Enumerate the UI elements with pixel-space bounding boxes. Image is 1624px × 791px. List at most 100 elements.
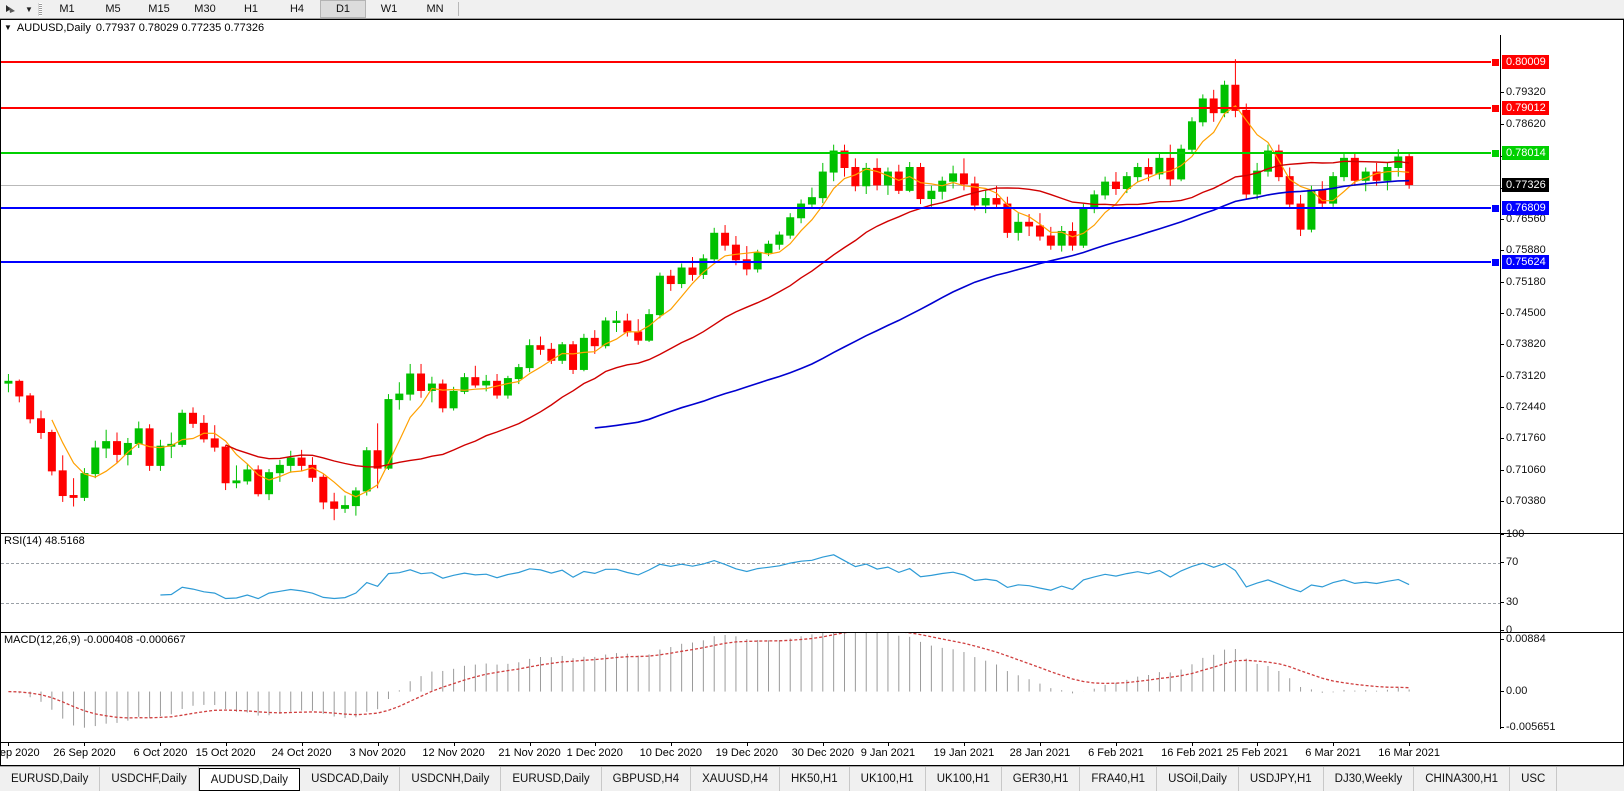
chart-tab-audusd-daily[interactable]: AUDUSD,Daily (198, 768, 301, 791)
chart-tab-usoil-daily[interactable]: USOil,Daily (1157, 767, 1239, 791)
rsi-plot-area[interactable] (1, 534, 1501, 632)
toolbar-dropdown-icon[interactable]: ▼ (25, 4, 33, 14)
rsi-pane[interactable]: RSI(14) 48.5168 100 70 30 0 (1, 528, 1623, 636)
rsi-axis[interactable]: 100 70 30 0 (1500, 528, 1623, 636)
chart-tab-hk50-h1[interactable]: HK50,H1 (780, 767, 850, 791)
chart-tab-xauusd-h4[interactable]: XAUUSD,H4 (691, 767, 780, 791)
timeframe-m15[interactable]: M15 (148, 3, 170, 15)
time-axis-tick (1257, 743, 1259, 746)
price-pane[interactable]: 0.793200.786200.779400.772400.765600.758… (1, 35, 1623, 533)
time-axis[interactable]: 17 Sep 2020 26 Sep 2020 6 Oct 2020 15 Oct 2… (1, 742, 1623, 765)
time-axis-tick (1409, 743, 1411, 746)
time-axis-tick (160, 743, 162, 746)
time-axis-label: 16 Feb 2021 (1161, 747, 1223, 759)
time-axis-tick (301, 743, 303, 746)
last-price-tag[interactable]: 0.77326 (1502, 177, 1549, 192)
rsi-guide-line (1, 563, 1501, 565)
level-line-0.75624[interactable] (1, 261, 1500, 264)
timeframe-m5[interactable]: M5 (105, 3, 121, 15)
chart-tab-china300-h1[interactable]: CHINA300,H1 (1414, 767, 1511, 791)
time-axis-tick (453, 743, 455, 746)
chart-tab-fra40-h1[interactable]: FRA40,H1 (1080, 767, 1158, 791)
time-axis-tick (1191, 743, 1193, 746)
time-axis-tick (377, 743, 379, 746)
level-handle-0.78014[interactable] (1491, 149, 1500, 159)
price-axis[interactable]: 0.793200.786200.779400.772400.765600.758… (1500, 35, 1623, 533)
level-price-tag[interactable]: 0.80009 (1502, 55, 1549, 69)
chart-tab-dj30-weekly[interactable]: DJ30,Weekly (1324, 767, 1415, 791)
time-axis-label: 9 Jan 2021 (860, 747, 916, 759)
chart-tab-eurusd-daily[interactable]: EURUSD,Daily (0, 767, 101, 791)
time-axis-label: 6 Oct 2020 (133, 747, 188, 759)
timeframe-period-group: M1 M5 M15 M30 H1 H4 D1 W1 MN (44, 0, 458, 18)
timeframe-m1[interactable]: M1 (59, 3, 75, 15)
level-handle-0.75624[interactable] (1491, 258, 1500, 268)
toolbar-grip-icon[interactable] (36, 0, 44, 18)
timeframe-m30[interactable]: M30 (194, 3, 216, 15)
caret-down-icon[interactable]: ▼ (4, 23, 12, 32)
time-axis-tick (529, 743, 531, 746)
time-axis-label: 17 Sep 2020 (0, 747, 40, 759)
time-axis-label: 21 Nov 2020 (498, 747, 561, 759)
rsi-line-series (160, 554, 1410, 600)
level-price-tag[interactable]: 0.75624 (1502, 255, 1549, 270)
level-price-tag[interactable]: 0.79012 (1502, 100, 1549, 115)
timeframe-w1[interactable]: W1 (380, 3, 398, 15)
macd-plot-area[interactable] (1, 633, 1501, 729)
chart-tab-ger30-h1[interactable]: GER30,H1 (1002, 767, 1081, 791)
chart-tab-usc[interactable]: USC (1510, 767, 1558, 791)
time-axis-tick (1333, 743, 1335, 746)
rsi-guide-line (1, 602, 1501, 605)
timeframe-h4[interactable]: H4 (289, 3, 305, 15)
chart-symbol-label: AUDUSD,Daily (16, 21, 91, 34)
time-axis-tick (594, 743, 596, 746)
chart-tab-bar: EURUSD,Daily USDCHF,Daily AUDUSD,Daily USDC… (0, 766, 1624, 791)
chart-tab-usdchf-daily[interactable]: USDCHF,Daily (100, 767, 199, 791)
rsi-indicator-label: RSI(14) 48.5168 (4, 535, 85, 547)
time-axis-tick (225, 743, 227, 746)
macd-axis[interactable]: 0.00884 0.00 -0.005651 (1500, 633, 1623, 733)
price-plot-area[interactable] (1, 35, 1501, 533)
chart-tab-usdcnh-daily[interactable]: USDCNH,Daily (400, 767, 502, 791)
chart-tab-uk100-h1[interactable]: UK100,H1 (926, 767, 1002, 791)
level-handle-0.79012[interactable] (1491, 103, 1500, 113)
level-line-0.76809[interactable] (1, 207, 1500, 210)
chart-tab-usdjpy-h1[interactable]: USDJPY,H1 (1239, 767, 1324, 791)
time-axis-label: 12 Nov 2020 (422, 747, 485, 759)
level-line-0.80009[interactable] (1, 61, 1500, 63)
chart-window: ▼ AUDUSD,Daily 0.77937 0.78029 0.77235 0… (0, 19, 1624, 766)
level-price-tag[interactable]: 0.76809 (1502, 201, 1549, 216)
time-axis-label: 24 Oct 2020 (271, 747, 332, 759)
timeframe-mn[interactable]: MN (426, 3, 444, 15)
time-axis-tick (1115, 743, 1117, 746)
level-line-0.78014[interactable] (1, 152, 1500, 155)
macd-series (8, 633, 1410, 728)
chart-tab-gbpusd-h4[interactable]: GBPUSD,H4 (602, 767, 692, 791)
level-handle-0.80009[interactable] (1491, 58, 1500, 67)
chart-symbol-bar: ▼ AUDUSD,Daily 0.77937 0.78029 0.77235 0… (1, 20, 1623, 35)
level-handle-0.76809[interactable] (1491, 204, 1500, 214)
last-price-line (1, 184, 1501, 186)
time-axis-tick (746, 743, 748, 746)
timeframe-h1[interactable]: H1 (243, 3, 259, 15)
crosshair-icon[interactable] (0, 0, 22, 18)
chart-tab-uk100-h1[interactable]: UK100,H1 (850, 767, 926, 791)
time-axis-label: 19 Jan 2021 (933, 747, 995, 759)
level-price-tag[interactable]: 0.78014 (1502, 146, 1549, 161)
toolbar-empty-area (458, 2, 1624, 16)
time-axis-label: 28 Jan 2021 (1009, 747, 1071, 759)
macd-pane[interactable]: MACD(12,26,9) -0.000408 -0.000667 0.0088… (1, 632, 1623, 733)
time-axis-tick (1039, 743, 1041, 746)
level-line-0.79012[interactable] (1, 106, 1500, 109)
chart-ohlc-readout: 0.77937 0.78029 0.77235 0.77326 (95, 21, 265, 34)
time-axis-tick (670, 743, 672, 746)
time-axis-label: 26 Sep 2020 (53, 747, 116, 759)
time-axis-tick (963, 743, 965, 746)
chart-toolbar: ▼ M1 M5 M15 M30 H1 H4 D1 W1 MN (0, 0, 1624, 19)
time-axis-label: 16 Mar 2021 (1378, 747, 1441, 759)
timeframe-d1[interactable]: D1 (320, 0, 366, 18)
chart-tab-usdcad-daily[interactable]: USDCAD,Daily (300, 767, 401, 791)
chart-tab-eurusd-daily[interactable]: EURUSD,Daily (501, 767, 602, 791)
time-axis-tick (8, 743, 10, 746)
